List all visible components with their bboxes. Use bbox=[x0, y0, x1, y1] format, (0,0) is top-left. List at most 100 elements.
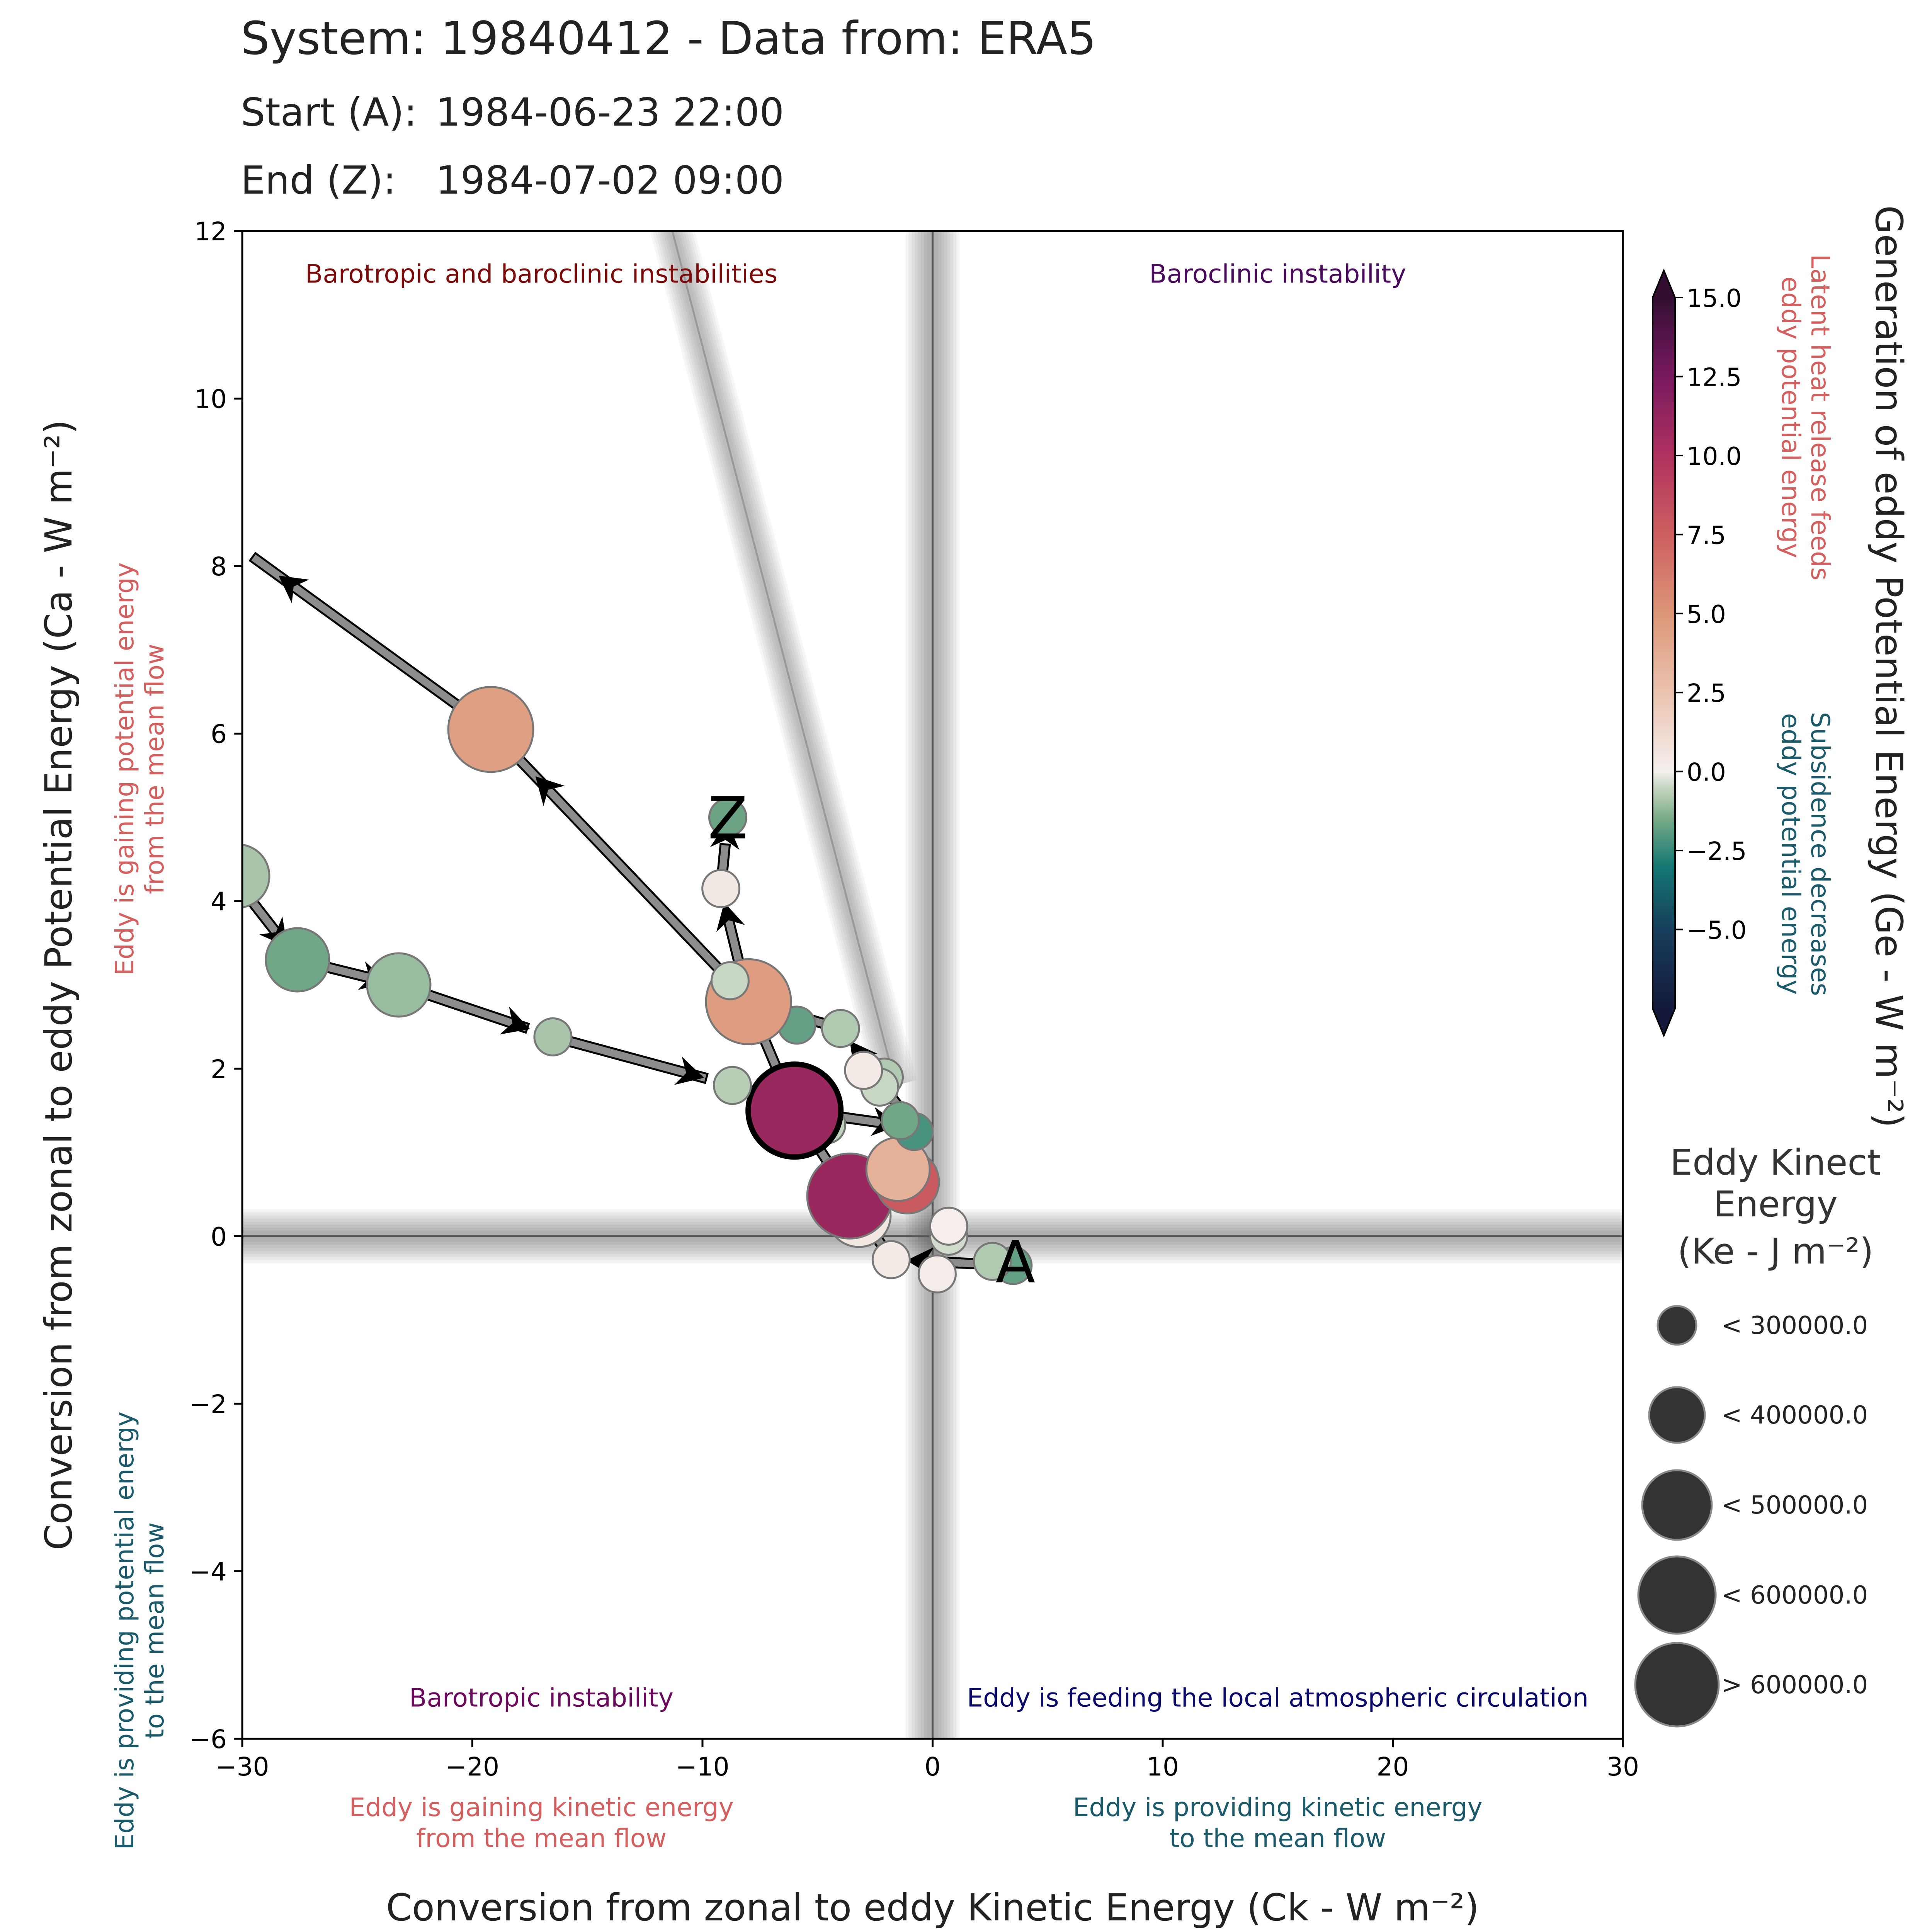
y-tick-label: 4 bbox=[211, 887, 227, 917]
size-legend-marker bbox=[1641, 1469, 1713, 1541]
data-point bbox=[821, 1009, 860, 1048]
x-tick-label: 20 bbox=[1377, 1752, 1409, 1782]
quadrant-label: Barotropic instability bbox=[409, 1683, 673, 1713]
zero-line-shading bbox=[242, 231, 1623, 1739]
data-point bbox=[447, 686, 534, 773]
x-tick-label: −10 bbox=[675, 1752, 729, 1782]
y-tick-label: 2 bbox=[211, 1054, 227, 1084]
end-label: End (Z): bbox=[241, 158, 396, 203]
size-legend-label: < 500000.0 bbox=[1721, 1491, 1868, 1520]
trajectory-arrowhead bbox=[500, 1007, 530, 1035]
data-point bbox=[871, 1240, 911, 1279]
x-left-side-label: from the mean flow bbox=[416, 1823, 667, 1853]
side-label-line: Eddy is gaining potential energy bbox=[110, 562, 139, 975]
colorbar-tick-label: 15.0 bbox=[1687, 284, 1742, 313]
x-axis-label: Conversion from zonal to eddy Kinetic En… bbox=[386, 1886, 1479, 1929]
y-tick-label: 10 bbox=[194, 384, 227, 414]
data-point bbox=[929, 1206, 968, 1246]
size-legend-title: (Ke - J m⁻²) bbox=[1677, 1231, 1873, 1272]
trajectory-arrowhead bbox=[535, 776, 565, 806]
start-value: 1984-06-23 22:00 bbox=[436, 90, 784, 135]
size-legend-label: < 300000.0 bbox=[1721, 1311, 1868, 1340]
colorbar-note-line: eddy potential energy bbox=[1776, 713, 1806, 995]
colorbar-label-group: Generation of eddy Potential Energy (Ge … bbox=[1867, 205, 1910, 1128]
data-point bbox=[265, 927, 330, 993]
size-legend-label: < 400000.0 bbox=[1721, 1401, 1868, 1430]
colorbar-tick-label: −5.0 bbox=[1687, 917, 1747, 945]
diagonal-line bbox=[671, 231, 897, 1086]
colorbar-tick-label: 5.0 bbox=[1687, 600, 1726, 629]
data-point bbox=[242, 844, 270, 908]
colorbar-tick-label: 0.0 bbox=[1687, 759, 1726, 787]
end-value: 1984-07-02 09:00 bbox=[436, 158, 784, 203]
side-label-line: to the mean flow bbox=[140, 1522, 170, 1739]
end-marker: Z bbox=[708, 785, 748, 852]
data-point bbox=[881, 1101, 920, 1140]
y-tick-label: −4 bbox=[189, 1557, 227, 1587]
data-point bbox=[973, 1242, 1012, 1281]
y-tick-label: −6 bbox=[189, 1725, 227, 1754]
x-tick-label: −30 bbox=[215, 1752, 269, 1782]
size-legend-label: > 600000.0 bbox=[1721, 1671, 1868, 1699]
colorbar-note-line: Latent heat release feeds bbox=[1805, 254, 1835, 581]
data-point bbox=[366, 952, 432, 1018]
data-point bbox=[844, 1051, 883, 1090]
size-legend-title: Eddy Kinect bbox=[1670, 1142, 1881, 1183]
y-axis-label: Conversion from zonal to eddy Potential … bbox=[37, 420, 80, 1550]
data-point bbox=[708, 798, 748, 837]
x-tick-label: 30 bbox=[1607, 1752, 1639, 1782]
x-left-side-label: Eddy is gaining kinetic energy bbox=[349, 1793, 734, 1822]
x-tick-label: 10 bbox=[1146, 1752, 1179, 1782]
size-legend-title: Energy bbox=[1713, 1184, 1838, 1225]
y-tick-label: 12 bbox=[194, 217, 227, 247]
colorbar-tick-label: 2.5 bbox=[1687, 679, 1726, 708]
quadrant-label: Baroclinic instability bbox=[1149, 259, 1406, 289]
colorbar-gradient bbox=[1653, 298, 1675, 1009]
colorbar-label: Generation of eddy Potential Energy (Ge … bbox=[1867, 205, 1910, 1128]
plot-area: A Z Barotropic and baroclinic instabilitie… bbox=[242, 231, 1623, 1739]
data-point bbox=[917, 1254, 957, 1294]
size-legend-label: < 600000.0 bbox=[1721, 1581, 1868, 1610]
colorbar-tick-label: 7.5 bbox=[1687, 521, 1726, 550]
data-point bbox=[533, 1017, 573, 1056]
colorbar-tick-label: −2.5 bbox=[1687, 837, 1747, 866]
y-tick-label: −2 bbox=[189, 1389, 227, 1419]
side-label-line: from the mean flow bbox=[140, 644, 170, 894]
colorbar-note-line: Subsidence decreases bbox=[1805, 712, 1835, 996]
data-point bbox=[710, 961, 750, 1000]
trajectory-arrowhead bbox=[278, 575, 309, 604]
chart-title: System: 19840412 - Data from: ERA5 bbox=[241, 12, 1097, 65]
x-tick-label: 0 bbox=[925, 1752, 941, 1782]
y-tick-label: 8 bbox=[211, 552, 227, 582]
start-label: Start (A): bbox=[241, 90, 417, 135]
quadrant-label: Eddy is feeding the local atmospheric ci… bbox=[967, 1683, 1588, 1713]
colorbar-tick-label: 10.0 bbox=[1687, 442, 1742, 471]
colorbar-min-extend bbox=[1653, 1009, 1675, 1036]
y-top-side-label: Eddy is gaining potential energy from the… bbox=[110, 562, 170, 975]
size-legend-marker bbox=[1656, 1305, 1697, 1346]
colorbar-frame bbox=[1652, 268, 1676, 1038]
trajectory-arrowhead bbox=[674, 1056, 704, 1085]
x-tick-label: −20 bbox=[446, 1752, 499, 1782]
colorbar-note-line: eddy potential energy bbox=[1776, 277, 1806, 558]
y-tick-label: 6 bbox=[211, 719, 227, 749]
y-bottom-side-label: Eddy is providing potential energy to the… bbox=[110, 1412, 170, 1850]
side-label-line: Eddy is providing potential energy bbox=[110, 1412, 139, 1850]
size-legend-marker bbox=[1648, 1386, 1706, 1444]
y-tick-label: 0 bbox=[211, 1222, 227, 1252]
trajectory-arrowhead bbox=[716, 902, 745, 932]
x-right-side-label: to the mean flow bbox=[1169, 1823, 1386, 1853]
start-marker: A bbox=[996, 1229, 1036, 1296]
x-right-side-label: Eddy is providing kinetic energy bbox=[1073, 1793, 1483, 1822]
data-points bbox=[242, 686, 1033, 1294]
data-point bbox=[713, 1066, 752, 1105]
colorbar-max-extend bbox=[1653, 270, 1675, 298]
colorbar-tick-label: 12.5 bbox=[1687, 363, 1742, 392]
data-point bbox=[701, 869, 741, 908]
size-legend-marker bbox=[1637, 1555, 1717, 1635]
